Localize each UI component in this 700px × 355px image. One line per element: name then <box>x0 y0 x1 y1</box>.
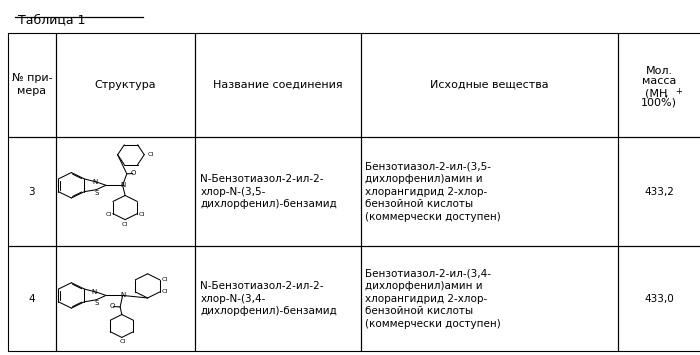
Text: Мол.: Мол. <box>645 66 673 76</box>
Text: Cl: Cl <box>120 339 126 344</box>
Text: 433,2: 433,2 <box>644 187 674 197</box>
Text: Бензотиазол-2-ил-(3,5-
дихлорфенил)амин и
хлорангидрид 2-хлор-
бензойной кислоты: Бензотиазол-2-ил-(3,5- дихлорфенил)амин … <box>365 161 501 222</box>
Text: 433,0: 433,0 <box>644 294 674 304</box>
Bar <box>361 33 617 137</box>
Bar <box>56 137 195 246</box>
Bar <box>195 246 361 351</box>
Text: 3: 3 <box>29 187 35 197</box>
Text: 100%): 100%) <box>641 97 677 107</box>
Bar <box>195 33 361 137</box>
Text: +: + <box>676 87 682 95</box>
Text: Таблица 1: Таблица 1 <box>18 13 85 26</box>
Text: N: N <box>92 179 98 185</box>
Text: Cl: Cl <box>139 212 145 217</box>
Text: S: S <box>94 300 99 306</box>
Bar <box>361 137 617 246</box>
Text: масса: масса <box>642 76 676 86</box>
Text: Cl: Cl <box>122 222 128 226</box>
Text: ,: , <box>664 88 668 99</box>
Text: Cl: Cl <box>162 289 168 294</box>
Bar <box>617 137 700 246</box>
Text: O: O <box>110 303 116 309</box>
Text: Бензотиазол-2-ил-(3,4-
дихлорфенил)амин и
хлорангидрид 2-хлор-
бензойной кислоты: Бензотиазол-2-ил-(3,4- дихлорфенил)амин … <box>365 268 501 329</box>
Text: Cl: Cl <box>162 277 168 282</box>
Bar <box>56 246 195 351</box>
Text: N: N <box>92 289 97 295</box>
Bar <box>361 246 617 351</box>
Text: Исходные вещества: Исходные вещества <box>430 80 549 90</box>
Bar <box>8 246 56 351</box>
Bar <box>617 33 700 137</box>
Bar <box>8 137 56 246</box>
Bar <box>56 33 195 137</box>
Bar <box>8 33 56 137</box>
Text: Структура: Структура <box>94 80 156 90</box>
Text: N: N <box>120 292 125 298</box>
Bar <box>195 137 361 246</box>
Text: Cl: Cl <box>148 152 154 157</box>
Bar <box>617 246 700 351</box>
Text: S: S <box>94 190 99 196</box>
Text: Название соединения: Название соединения <box>214 80 343 90</box>
Text: O: O <box>131 170 136 176</box>
Text: N-Бензотиазол-2-ил-2-
хлор-N-(3,5-
дихлорфенил)-бензамид: N-Бензотиазол-2-ил-2- хлор-N-(3,5- дихло… <box>200 174 337 209</box>
Text: № при-
мера: № при- мера <box>12 73 52 96</box>
Text: N-Бензотиазол-2-ил-2-
хлор-N-(3,4-
дихлорфенил)-бензамид: N-Бензотиазол-2-ил-2- хлор-N-(3,4- дихло… <box>200 281 337 316</box>
Text: N: N <box>120 182 125 188</box>
Text: Cl: Cl <box>106 212 112 217</box>
Text: (МН: (МН <box>645 88 667 99</box>
Text: 4: 4 <box>29 294 35 304</box>
